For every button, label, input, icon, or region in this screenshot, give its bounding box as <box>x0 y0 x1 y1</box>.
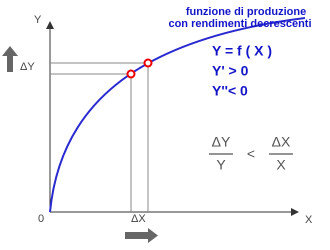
fraction-den: Y <box>216 157 226 173</box>
point <box>126 69 136 79</box>
origin-label: 0 <box>38 213 44 225</box>
operator: < <box>247 146 255 162</box>
title: con rendimenti decrescenti <box>168 18 311 30</box>
fraction-den: X <box>276 157 286 173</box>
fraction-num: ΔX <box>272 134 291 150</box>
right-arrow <box>125 228 158 243</box>
equation: Y''< 0 <box>212 83 248 99</box>
equation: Y = f ( X ) <box>212 43 272 59</box>
x-label: X <box>305 214 313 226</box>
equation: Y' > 0 <box>212 63 249 79</box>
guide-lines <box>50 62 149 212</box>
dy-label: ΔY <box>20 61 35 73</box>
title: funzione di produzione <box>186 6 306 18</box>
up-arrow <box>2 46 18 72</box>
fraction-num: ΔY <box>212 134 231 150</box>
y-label: Y <box>34 14 42 26</box>
production-curve <box>49 17 306 213</box>
point <box>143 58 153 68</box>
dx-label: ΔX <box>131 213 146 225</box>
